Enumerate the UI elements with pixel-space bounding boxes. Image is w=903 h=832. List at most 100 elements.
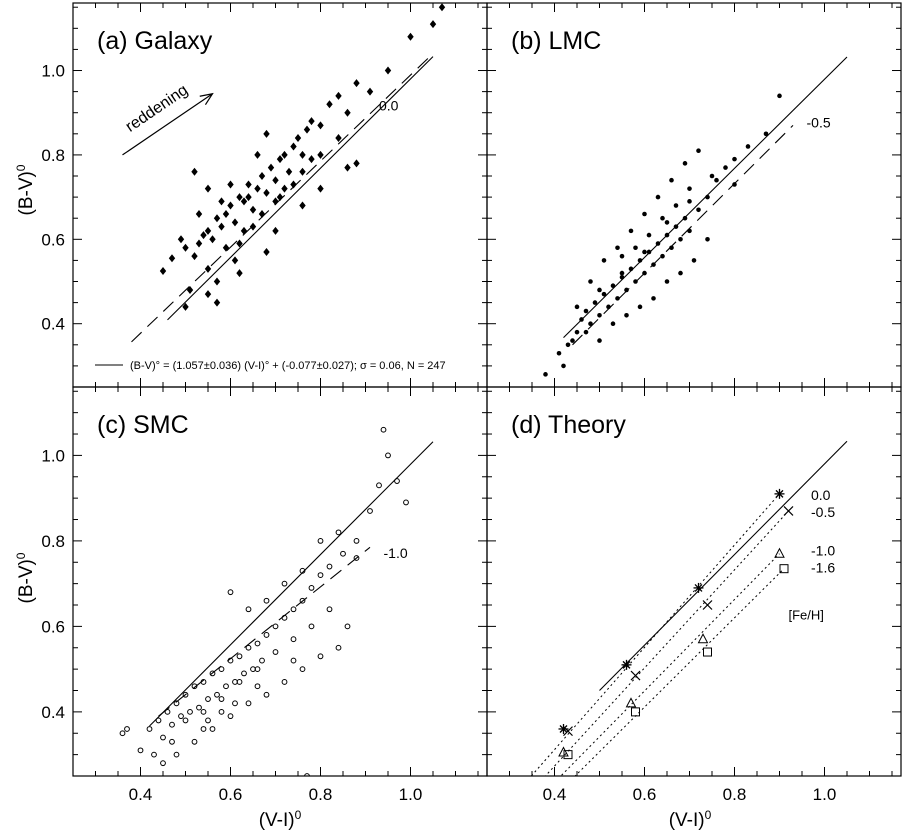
data-point	[218, 666, 225, 673]
data-point	[241, 670, 247, 677]
data-point	[317, 184, 324, 193]
panel-title: (a) Galaxy	[97, 27, 213, 55]
data-point	[205, 696, 211, 702]
data-point	[263, 247, 270, 256]
asterisk-stroke	[694, 583, 703, 592]
data-point	[633, 279, 638, 284]
theory-point	[774, 547, 785, 558]
data-point	[592, 300, 598, 305]
series-label: -0.5	[811, 504, 835, 520]
data-point	[245, 700, 252, 707]
data-point	[628, 228, 634, 234]
data-point	[232, 700, 238, 707]
data-point	[326, 100, 333, 109]
data-point	[556, 350, 562, 356]
data-point	[678, 270, 683, 276]
data-point	[687, 199, 692, 204]
data-point	[186, 285, 194, 294]
data-point	[664, 232, 670, 238]
data-point	[124, 726, 130, 732]
cross-stroke	[563, 726, 573, 737]
data-point	[227, 201, 234, 210]
data-point	[160, 734, 166, 741]
fit-line	[149, 441, 434, 727]
data-point	[326, 606, 333, 613]
data-point	[597, 287, 602, 293]
data-point	[240, 226, 248, 235]
series-dotted-line	[544, 510, 789, 776]
data-point	[254, 184, 261, 193]
data-point	[565, 342, 571, 348]
data-point	[249, 205, 257, 214]
x-tick-label: 0.4	[129, 785, 153, 804]
data-point	[281, 679, 288, 685]
data-point	[583, 329, 589, 335]
data-point	[637, 258, 643, 263]
feh-legend-label: [Fe/H]	[789, 608, 824, 623]
data-point	[308, 155, 315, 164]
data-point	[380, 426, 387, 433]
data-point	[633, 245, 638, 251]
x-tick-label: 0.4	[543, 785, 567, 804]
data-point	[200, 708, 207, 715]
data-point	[407, 32, 414, 41]
data-point	[204, 226, 212, 235]
data-point	[561, 363, 566, 369]
data-point	[615, 296, 620, 301]
y-tick-label: 0.6	[41, 617, 65, 636]
data-point	[597, 312, 602, 318]
data-point	[119, 730, 126, 737]
data-point	[588, 279, 593, 284]
theory-point	[563, 726, 573, 737]
theory-point	[631, 707, 640, 717]
data-point	[714, 177, 719, 183]
data-point	[299, 167, 306, 176]
data-point	[196, 704, 202, 711]
data-point	[619, 253, 625, 259]
x-tick-label: 0.8	[723, 785, 747, 804]
data-point	[601, 258, 607, 263]
data-point	[669, 245, 674, 251]
series-dotted-line	[560, 553, 780, 776]
data-point	[204, 184, 212, 193]
data-point	[777, 93, 782, 99]
data-point	[696, 148, 701, 153]
data-point	[353, 537, 360, 544]
panel-a: 0.4 0.6 0.8 1.0 (a) Galaxy 0.0 reddening (B-V)°…	[41, 2, 488, 388]
data-point	[299, 597, 306, 604]
dashed-line-label: -1.0	[384, 545, 408, 561]
data-point	[213, 214, 221, 223]
panel-data-b	[543, 56, 848, 377]
series-0.0	[530, 488, 785, 776]
data-point	[660, 253, 665, 259]
data-point	[258, 209, 266, 218]
data-point	[218, 708, 225, 715]
data-point	[290, 606, 297, 613]
data-point	[191, 738, 198, 745]
data-point	[682, 161, 688, 166]
data-point	[335, 529, 342, 536]
data-point	[218, 696, 225, 702]
data-point	[281, 150, 288, 159]
data-point	[267, 163, 275, 172]
data-point	[651, 296, 656, 301]
panel-c: 0.4 0.6 0.8 1.0 0.4 0.6 0.8 1.0 (c) SMC -1.0	[41, 386, 488, 804]
data-point	[177, 235, 185, 244]
panel-data-d	[530, 440, 848, 776]
data-point	[227, 713, 234, 720]
data-point	[619, 274, 625, 280]
x-tick-label: 0.6	[219, 785, 243, 804]
data-point	[763, 131, 769, 137]
data-point	[272, 197, 279, 206]
data-point	[588, 321, 593, 327]
data-point	[317, 150, 324, 159]
data-point	[664, 220, 670, 225]
data-point	[543, 372, 548, 377]
data-point	[579, 317, 584, 322]
data-point	[263, 691, 270, 698]
data-point	[637, 304, 643, 310]
data-point	[281, 184, 288, 193]
data-point	[687, 228, 692, 234]
data-point	[367, 508, 373, 514]
data-point	[429, 20, 437, 29]
